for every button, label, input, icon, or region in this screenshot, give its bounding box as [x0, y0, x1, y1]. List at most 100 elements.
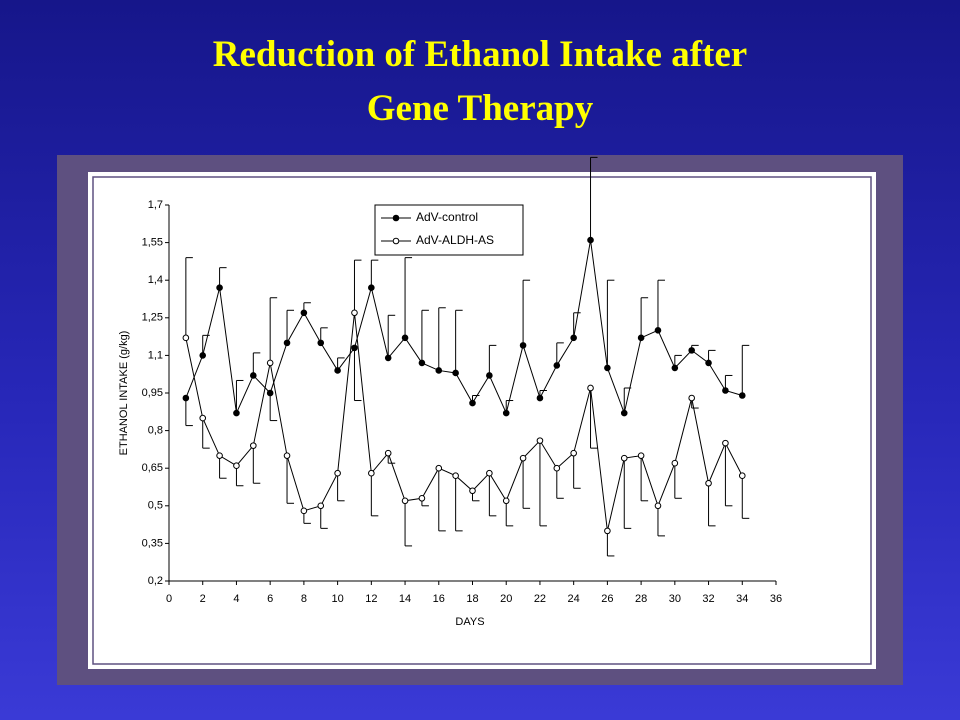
error-bar	[488, 473, 497, 517]
error-bar	[320, 505, 328, 529]
data-point	[486, 469, 493, 477]
data-point	[452, 472, 459, 480]
data-point	[266, 389, 274, 397]
x-tick-label: 20	[500, 593, 512, 605]
x-tick-label: 14	[399, 593, 411, 605]
data-point	[604, 527, 611, 535]
x-tick-label: 16	[433, 593, 445, 605]
x-tick-label: 2	[200, 593, 206, 605]
legend-marker	[392, 214, 400, 222]
data-point	[199, 414, 207, 422]
data-point	[334, 367, 341, 374]
y-tick-label: 1,55	[142, 237, 163, 249]
data-point	[502, 497, 510, 505]
x-tick-label: 18	[466, 593, 478, 605]
data-point	[300, 309, 308, 317]
error-bar	[657, 279, 665, 331]
x-tick-label: 10	[331, 593, 343, 605]
data-point	[637, 452, 645, 459]
data-point	[519, 454, 527, 462]
data-point	[384, 449, 392, 457]
error-bar	[606, 279, 615, 368]
data-point	[182, 394, 190, 402]
data-point	[570, 334, 577, 342]
data-point	[351, 344, 358, 352]
error-bar	[741, 344, 750, 396]
data-point	[317, 502, 325, 510]
error-bar	[286, 455, 295, 504]
error-bar	[438, 468, 446, 532]
y-tick-label: 0,5	[148, 500, 163, 512]
data-point	[401, 497, 409, 505]
x-axis-label: DAYS	[455, 616, 484, 628]
error-bar	[252, 352, 261, 376]
series-line	[185, 312, 743, 531]
data-point	[553, 464, 561, 472]
error-bar	[286, 309, 295, 343]
data-point	[199, 352, 207, 359]
error-bar	[522, 279, 531, 346]
error-bar	[522, 458, 531, 509]
error-bar	[269, 393, 278, 422]
data-point	[300, 507, 308, 515]
legend-label: AdV-control	[416, 210, 478, 224]
data-point	[722, 387, 729, 394]
data-point	[620, 409, 628, 417]
data-point	[570, 449, 577, 457]
error-bar	[353, 259, 362, 313]
data-point	[469, 399, 476, 407]
data-point	[553, 362, 561, 369]
y-tick-label: 0,2	[148, 575, 163, 587]
error-bar	[353, 347, 362, 402]
x-tick-label: 24	[568, 593, 580, 605]
data-point	[283, 339, 291, 347]
error-bar	[556, 468, 564, 499]
data-point	[401, 334, 409, 342]
error-bar	[539, 440, 547, 527]
data-point	[250, 372, 257, 379]
error-bar	[370, 259, 379, 288]
error-bar	[235, 465, 244, 487]
error-bar	[455, 309, 463, 373]
data-point	[266, 359, 274, 367]
error-bar	[269, 297, 278, 363]
x-tick-label: 0	[166, 593, 172, 605]
error-bar	[387, 314, 396, 358]
error-bar	[556, 342, 564, 366]
data-point	[216, 452, 223, 459]
data-point	[502, 409, 510, 417]
data-point	[604, 364, 611, 372]
error-bar	[590, 387, 598, 449]
error-bar	[640, 455, 649, 502]
series-line	[185, 240, 743, 415]
y-tick-label: 0,95	[142, 387, 163, 399]
x-tick-label: 30	[669, 593, 681, 605]
error-bar	[219, 455, 227, 479]
error-bar	[590, 156, 598, 241]
error-bar	[573, 312, 581, 338]
data-point	[587, 236, 594, 244]
x-tick-label: 26	[601, 593, 613, 605]
data-point	[418, 494, 426, 502]
error-bar	[438, 307, 446, 371]
data-point	[233, 462, 240, 469]
data-point	[688, 347, 695, 354]
data-point	[469, 487, 476, 495]
error-bar	[235, 379, 244, 414]
error-bar	[202, 418, 210, 449]
x-tick-label: 4	[233, 593, 239, 605]
error-bar	[185, 398, 193, 427]
data-point	[671, 459, 679, 467]
y-tick-label: 1,1	[148, 349, 163, 361]
x-tick-label: 28	[635, 593, 647, 605]
data-point	[351, 309, 358, 317]
error-bar	[404, 500, 413, 547]
y-tick-label: 1,25	[142, 312, 163, 324]
data-point	[435, 464, 443, 472]
data-point	[334, 469, 341, 477]
error-bar	[724, 443, 733, 507]
error-bar	[404, 257, 413, 338]
data-point	[738, 472, 746, 480]
data-point	[705, 479, 712, 487]
